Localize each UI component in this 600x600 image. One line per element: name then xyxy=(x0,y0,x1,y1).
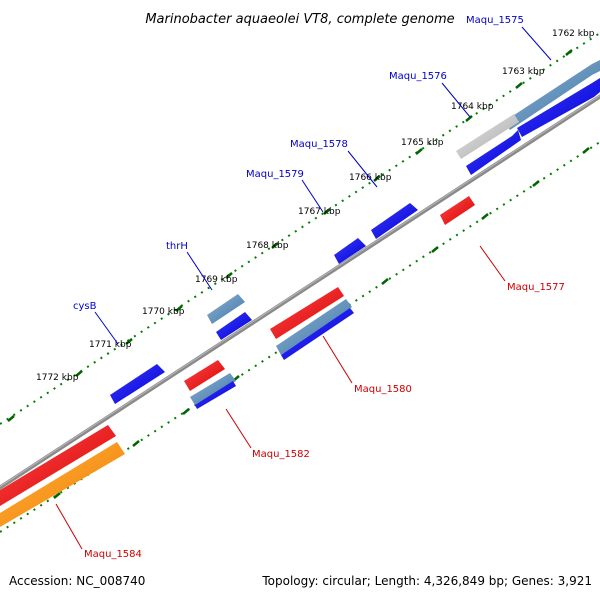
gene-label[interactable]: Maqu_1575 xyxy=(466,15,524,26)
gene-feature[interactable] xyxy=(190,373,236,405)
inner-major-tick xyxy=(53,492,61,499)
leader-line xyxy=(55,503,83,550)
gene-label[interactable]: cysB xyxy=(73,301,97,312)
outer-major-tick xyxy=(415,148,423,155)
inner-major-tick xyxy=(381,278,389,285)
gene-label[interactable]: Maqu_1578 xyxy=(290,139,348,150)
leader-line xyxy=(94,311,119,345)
map-title: Marinobacter aquaeolei VT8, complete gen… xyxy=(145,12,454,27)
tick-label: 1768 kbp xyxy=(246,241,289,251)
tick-label: 1769 kbp xyxy=(195,275,238,285)
genome-summary-text: Topology: circular; Length: 4,326,849 bp… xyxy=(262,574,592,588)
outer-major-tick xyxy=(125,338,133,345)
tick-label: 1770 kbp xyxy=(142,307,185,317)
gene-feature[interactable] xyxy=(281,308,354,360)
gene-label[interactable]: Maqu_1584 xyxy=(84,549,142,560)
gene-feature[interactable] xyxy=(216,312,252,340)
tick-label: 1767 kbp xyxy=(298,207,341,217)
gene-feature[interactable] xyxy=(276,299,352,355)
gene-label[interactable]: Maqu_1577 xyxy=(507,282,565,293)
outer-major-tick xyxy=(323,208,331,215)
outer-major-tick xyxy=(225,272,233,279)
tick-label: 1765 kbp xyxy=(401,138,444,148)
tick-label: 1772 kbp xyxy=(36,373,79,383)
reverse-gene-labels: Maqu_1577 Maqu_1580 Maqu_1582 Maqu_1584 xyxy=(84,282,565,560)
gene-feature[interactable] xyxy=(440,196,475,225)
outer-major-tick xyxy=(175,305,183,312)
inner-major-tick xyxy=(582,147,590,154)
gene-label[interactable]: Maqu_1576 xyxy=(389,71,447,82)
accession-text: Accession: NC_008740 xyxy=(9,574,146,588)
gene-label[interactable]: Maqu_1582 xyxy=(252,449,310,460)
outer-major-tick xyxy=(75,370,83,377)
tick-label: 1763 kbp xyxy=(502,67,545,77)
backbone-highlight xyxy=(0,94,600,488)
gene-feature[interactable] xyxy=(334,238,366,264)
leader-line xyxy=(322,335,353,384)
outer-tick-track xyxy=(0,32,600,425)
leader-line xyxy=(479,245,506,282)
tick-label: 1762 kbp xyxy=(552,29,595,39)
gene-feature[interactable] xyxy=(517,78,600,137)
outer-major-ticks xyxy=(7,49,573,422)
gene-feature[interactable] xyxy=(207,294,245,324)
leader-line xyxy=(521,26,552,61)
reverse-strand-genes xyxy=(0,196,475,527)
gene-label[interactable]: thrH xyxy=(166,241,188,252)
leader-line xyxy=(347,150,378,188)
gene-feature[interactable] xyxy=(0,442,125,527)
outer-major-tick xyxy=(271,242,279,249)
leader-line xyxy=(301,179,324,213)
gene-feature[interactable] xyxy=(195,381,236,409)
outer-major-tick xyxy=(465,115,473,122)
gene-feature[interactable] xyxy=(270,287,344,339)
tick-label: 1771 kbp xyxy=(89,340,132,350)
inner-major-tick xyxy=(481,213,489,220)
leader-line xyxy=(441,82,471,118)
forward-gene-labels: Maqu_1575 Maqu_1576 Maqu_1578 Maqu_1579 … xyxy=(73,15,524,312)
inner-major-tick xyxy=(532,180,540,187)
inner-major-tick xyxy=(132,440,140,447)
label-leaders xyxy=(55,26,552,550)
inner-major-tick xyxy=(431,246,439,253)
leader-line xyxy=(186,251,213,291)
gene-feature[interactable] xyxy=(456,114,519,159)
outer-major-tick xyxy=(565,49,573,56)
inner-major-tick xyxy=(182,408,190,415)
leader-line xyxy=(225,408,252,449)
gene-feature[interactable] xyxy=(110,364,165,404)
outer-major-tick xyxy=(373,175,381,182)
gene-feature[interactable] xyxy=(184,360,225,391)
outer-major-tick xyxy=(7,415,15,422)
genome-backbone xyxy=(0,94,600,490)
gene-label[interactable]: Maqu_1580 xyxy=(354,384,412,395)
gene-feature[interactable] xyxy=(371,203,418,239)
forward-strand-genes xyxy=(110,60,600,404)
gene-feature[interactable] xyxy=(505,60,600,130)
tick-label: 1764 kbp xyxy=(451,102,494,112)
gene-feature[interactable] xyxy=(466,130,521,175)
gene-feature[interactable] xyxy=(0,425,116,506)
gene-label[interactable]: Maqu_1579 xyxy=(246,169,304,180)
outer-major-tick xyxy=(515,82,523,89)
